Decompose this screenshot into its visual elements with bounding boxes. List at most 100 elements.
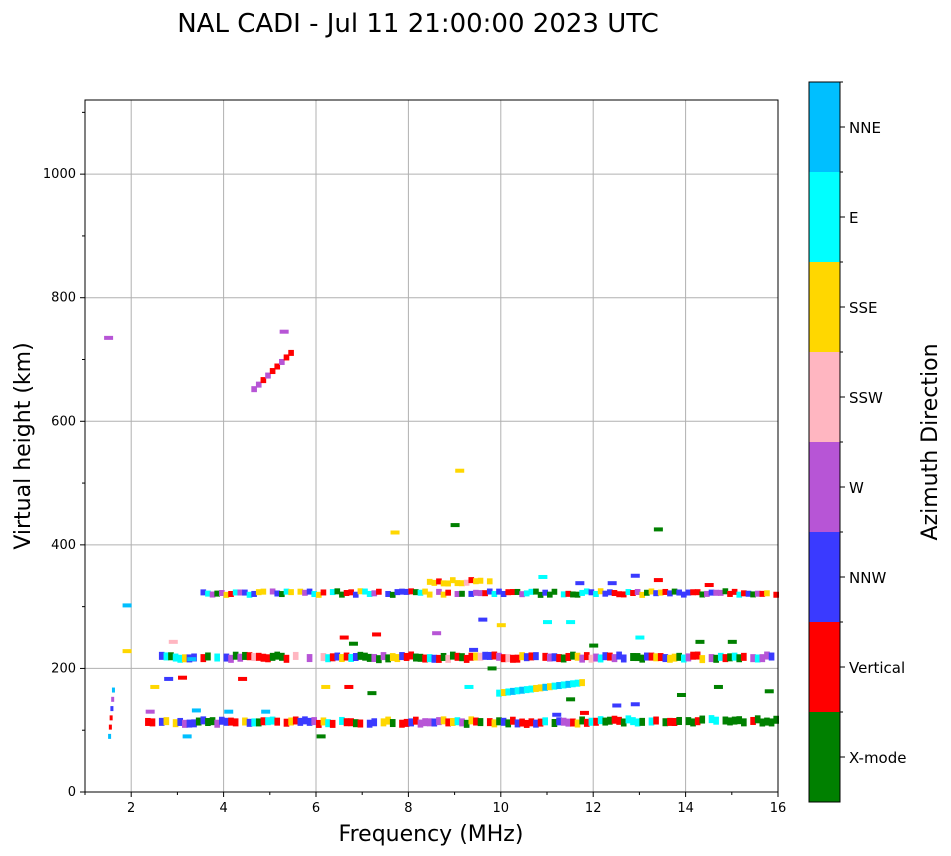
echo-cell — [279, 652, 285, 661]
echo-cell — [371, 590, 378, 597]
echo-cell — [699, 591, 706, 598]
echo-point — [187, 657, 197, 662]
echo-cell — [560, 654, 567, 663]
echo-point — [238, 676, 248, 681]
echo-cell — [570, 680, 576, 688]
colorbar-label: SSE — [849, 299, 878, 317]
echo-cell — [228, 717, 234, 726]
echo-cell — [449, 651, 456, 660]
echo-cell — [593, 717, 599, 726]
colorbar-segment — [809, 622, 840, 712]
echo-cell — [537, 718, 544, 727]
echo-cell — [583, 718, 590, 727]
echo-cell — [389, 719, 396, 728]
echo-cell — [500, 654, 507, 663]
colorbar-segment — [809, 442, 840, 532]
echo-cell — [648, 652, 655, 661]
echo-cell — [274, 717, 281, 726]
echo-cell — [514, 687, 521, 695]
echo-cell — [722, 588, 729, 595]
echo-cell — [671, 588, 678, 595]
echo-cell — [713, 716, 719, 725]
echo-cell — [172, 719, 179, 728]
echo-cell — [551, 653, 558, 662]
x-tick-label: 14 — [677, 801, 694, 816]
echo-cell — [514, 588, 521, 595]
echo-cell — [177, 654, 184, 663]
echo-cell — [145, 717, 151, 726]
echo-cell — [717, 652, 724, 661]
echo-cell — [630, 589, 636, 596]
echo-cell — [357, 651, 364, 660]
echo-cell — [685, 717, 692, 726]
echo-cell — [348, 589, 354, 596]
echo-cell — [473, 578, 479, 585]
echo-cell — [413, 589, 419, 596]
echo-cell — [108, 724, 112, 730]
echo-cell — [620, 718, 627, 727]
colorbar-label: SSW — [849, 389, 883, 407]
echo-cell — [246, 652, 253, 661]
echo-cell — [542, 683, 548, 691]
colorbar-segment — [809, 532, 840, 622]
echo-cell — [362, 652, 368, 661]
echo-cell — [574, 679, 581, 687]
echo-cell — [491, 719, 498, 728]
echo-point — [164, 676, 174, 681]
echo-point — [344, 684, 354, 689]
echo-cell — [523, 590, 530, 597]
echo-cell — [399, 652, 405, 661]
echo-cell — [302, 716, 308, 725]
trace — [426, 577, 493, 587]
echo-point — [575, 581, 585, 586]
echo-cell — [657, 653, 664, 662]
echo-cell — [459, 718, 465, 727]
echo-cell — [704, 590, 710, 597]
echo-point — [279, 329, 289, 334]
echo-cell — [505, 688, 512, 696]
echo-cell — [269, 652, 276, 661]
echo-cell — [671, 718, 678, 727]
y-axis-ticks: 0 200 400 600 800 1000 — [43, 111, 85, 800]
echo-point — [704, 583, 714, 588]
echo-point — [653, 578, 663, 583]
echo-cell — [676, 589, 682, 596]
echo-cell — [265, 717, 271, 726]
echo-cell — [510, 654, 516, 663]
x-tick-label: 16 — [770, 801, 787, 816]
echo-cell — [417, 653, 424, 662]
echo-cell — [657, 589, 664, 596]
colorbar-label: Vertical — [849, 659, 905, 677]
echo-cell — [505, 654, 512, 663]
echo-cell — [593, 590, 599, 597]
echo-cell — [639, 654, 646, 663]
echo-cell — [348, 653, 354, 662]
echo-cell — [773, 715, 779, 724]
echo-point — [261, 709, 271, 714]
echo-cell — [644, 652, 650, 661]
echo-cell — [519, 591, 525, 598]
trace — [158, 651, 775, 664]
echo-cell — [445, 580, 451, 587]
echo-cell — [223, 653, 230, 662]
echo-cell — [205, 718, 211, 727]
echo-cell — [111, 696, 115, 702]
echo-cell — [583, 652, 590, 661]
echo-cell — [648, 717, 655, 726]
colorbar-frame — [808, 81, 841, 803]
echo-cell — [477, 652, 484, 661]
echo-cell — [690, 589, 696, 596]
echo-cell — [505, 589, 512, 596]
echo-point — [178, 675, 188, 680]
chart-title: NAL CADI - Jul 11 21:00:00 2023 UTC — [177, 9, 659, 39]
echo-cell — [528, 652, 535, 661]
echo-cell — [389, 653, 396, 662]
echo-cell — [639, 591, 646, 598]
echo-cell — [708, 654, 715, 663]
echo-cell — [214, 719, 220, 728]
echo-cell — [523, 686, 530, 694]
echo-cell — [436, 578, 442, 585]
echo-cell — [279, 591, 285, 598]
echo-cell — [436, 717, 442, 726]
echo-cell — [422, 718, 428, 727]
